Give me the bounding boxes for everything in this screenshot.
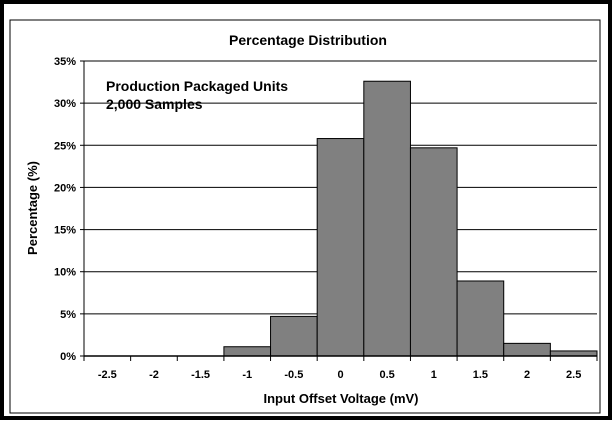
- x-tick-label: 0.5: [379, 369, 394, 381]
- y-tick-label: 35%: [54, 56, 76, 68]
- annotation-line-2: 2,000 Samples: [106, 96, 203, 112]
- y-tick-label: 25%: [54, 140, 76, 152]
- y-tick-labels: 0% 5% 10% 15% 20% 25% 30% 35%: [54, 56, 76, 363]
- x-tick-label: -0.5: [284, 369, 303, 381]
- y-tick-label: 0%: [60, 351, 76, 363]
- axis-layer: [80, 60, 598, 361]
- x-tick-label: 1.5: [473, 369, 488, 381]
- y-tick-label: 10%: [54, 267, 76, 279]
- inner-frame: [9, 19, 601, 414]
- histogram-bar: [270, 315, 318, 357]
- x-tick-label: 0: [337, 369, 343, 381]
- y-tick-label: 30%: [54, 98, 76, 110]
- x-tick-label: -2.5: [98, 369, 117, 381]
- chart-title: Percentage Distribution: [229, 32, 387, 48]
- histogram-bar: [223, 346, 272, 357]
- histogram-bar: [363, 80, 411, 357]
- x-axis-label: Input Offset Voltage (mV): [263, 391, 418, 406]
- y-tick-label: 15%: [54, 225, 76, 237]
- y-tick-label: 20%: [54, 182, 76, 194]
- x-tick-label: 2: [524, 369, 530, 381]
- x-tick-label: -1: [242, 369, 252, 381]
- histogram-bar: [549, 350, 598, 357]
- annotation-line-1: Production Packaged Units: [106, 78, 288, 94]
- histogram-bar: [503, 342, 551, 357]
- y-axis-label: Percentage (%): [25, 161, 40, 255]
- histogram-bar: [409, 147, 458, 357]
- x-tick-label: 1: [431, 369, 437, 381]
- x-tick-label: -2: [149, 369, 159, 381]
- histogram-bar: [316, 138, 365, 357]
- y-tick-label: 5%: [60, 309, 76, 321]
- x-tick-label: -1.5: [191, 369, 210, 381]
- x-tick-label: 2.5: [566, 369, 581, 381]
- histogram-bar: [456, 280, 505, 357]
- x-tick-labels: -2.5 -2 -1.5 -1 -0.5 0 0.5 1 1.5 2 2.5: [98, 369, 581, 381]
